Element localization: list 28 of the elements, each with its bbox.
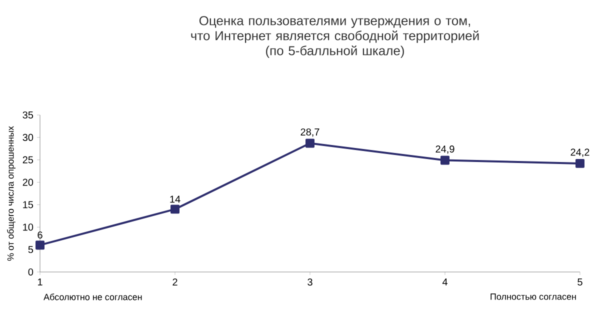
data-label: 14 <box>170 196 180 203</box>
y-tick-label: 25 <box>22 156 34 164</box>
data-label: 24,9 <box>436 146 454 154</box>
x-tick-label: 2 <box>172 278 178 286</box>
y-tick-label: 30 <box>22 134 34 141</box>
point <box>440 156 450 165</box>
y-tick-label: 15 <box>23 201 34 208</box>
x-tick-label: 4 <box>442 278 448 286</box>
data-label: 6 <box>38 231 42 239</box>
y-tick-label: 5 <box>28 246 34 254</box>
y-tick-label: 20 <box>22 178 34 186</box>
chart-subtitle: (по 5-балльной шкале) <box>266 46 404 58</box>
x-tick-label: 5 <box>578 278 582 286</box>
x-tick-label: 1 <box>38 278 42 286</box>
point <box>575 158 584 168</box>
point <box>170 204 180 214</box>
chart-title: Оценка пользователями утверждения о том, что Интернет является свободной территорией <box>191 16 479 43</box>
data-label: 24,2 <box>570 148 590 157</box>
y-tick-label: 0 <box>28 268 34 276</box>
y-axis-title: % от общего числа опрошенных <box>7 126 16 261</box>
text: Абсолютно не согласен <box>44 294 142 300</box>
data-label: 28,7 <box>300 128 320 137</box>
y-tick-label: 10 <box>23 224 34 231</box>
x-tick-label: 3 <box>308 278 312 286</box>
text: Полностью согласен <box>490 294 576 300</box>
y-tick-label: 35 <box>22 111 34 119</box>
point <box>36 240 45 250</box>
point <box>306 138 314 148</box>
